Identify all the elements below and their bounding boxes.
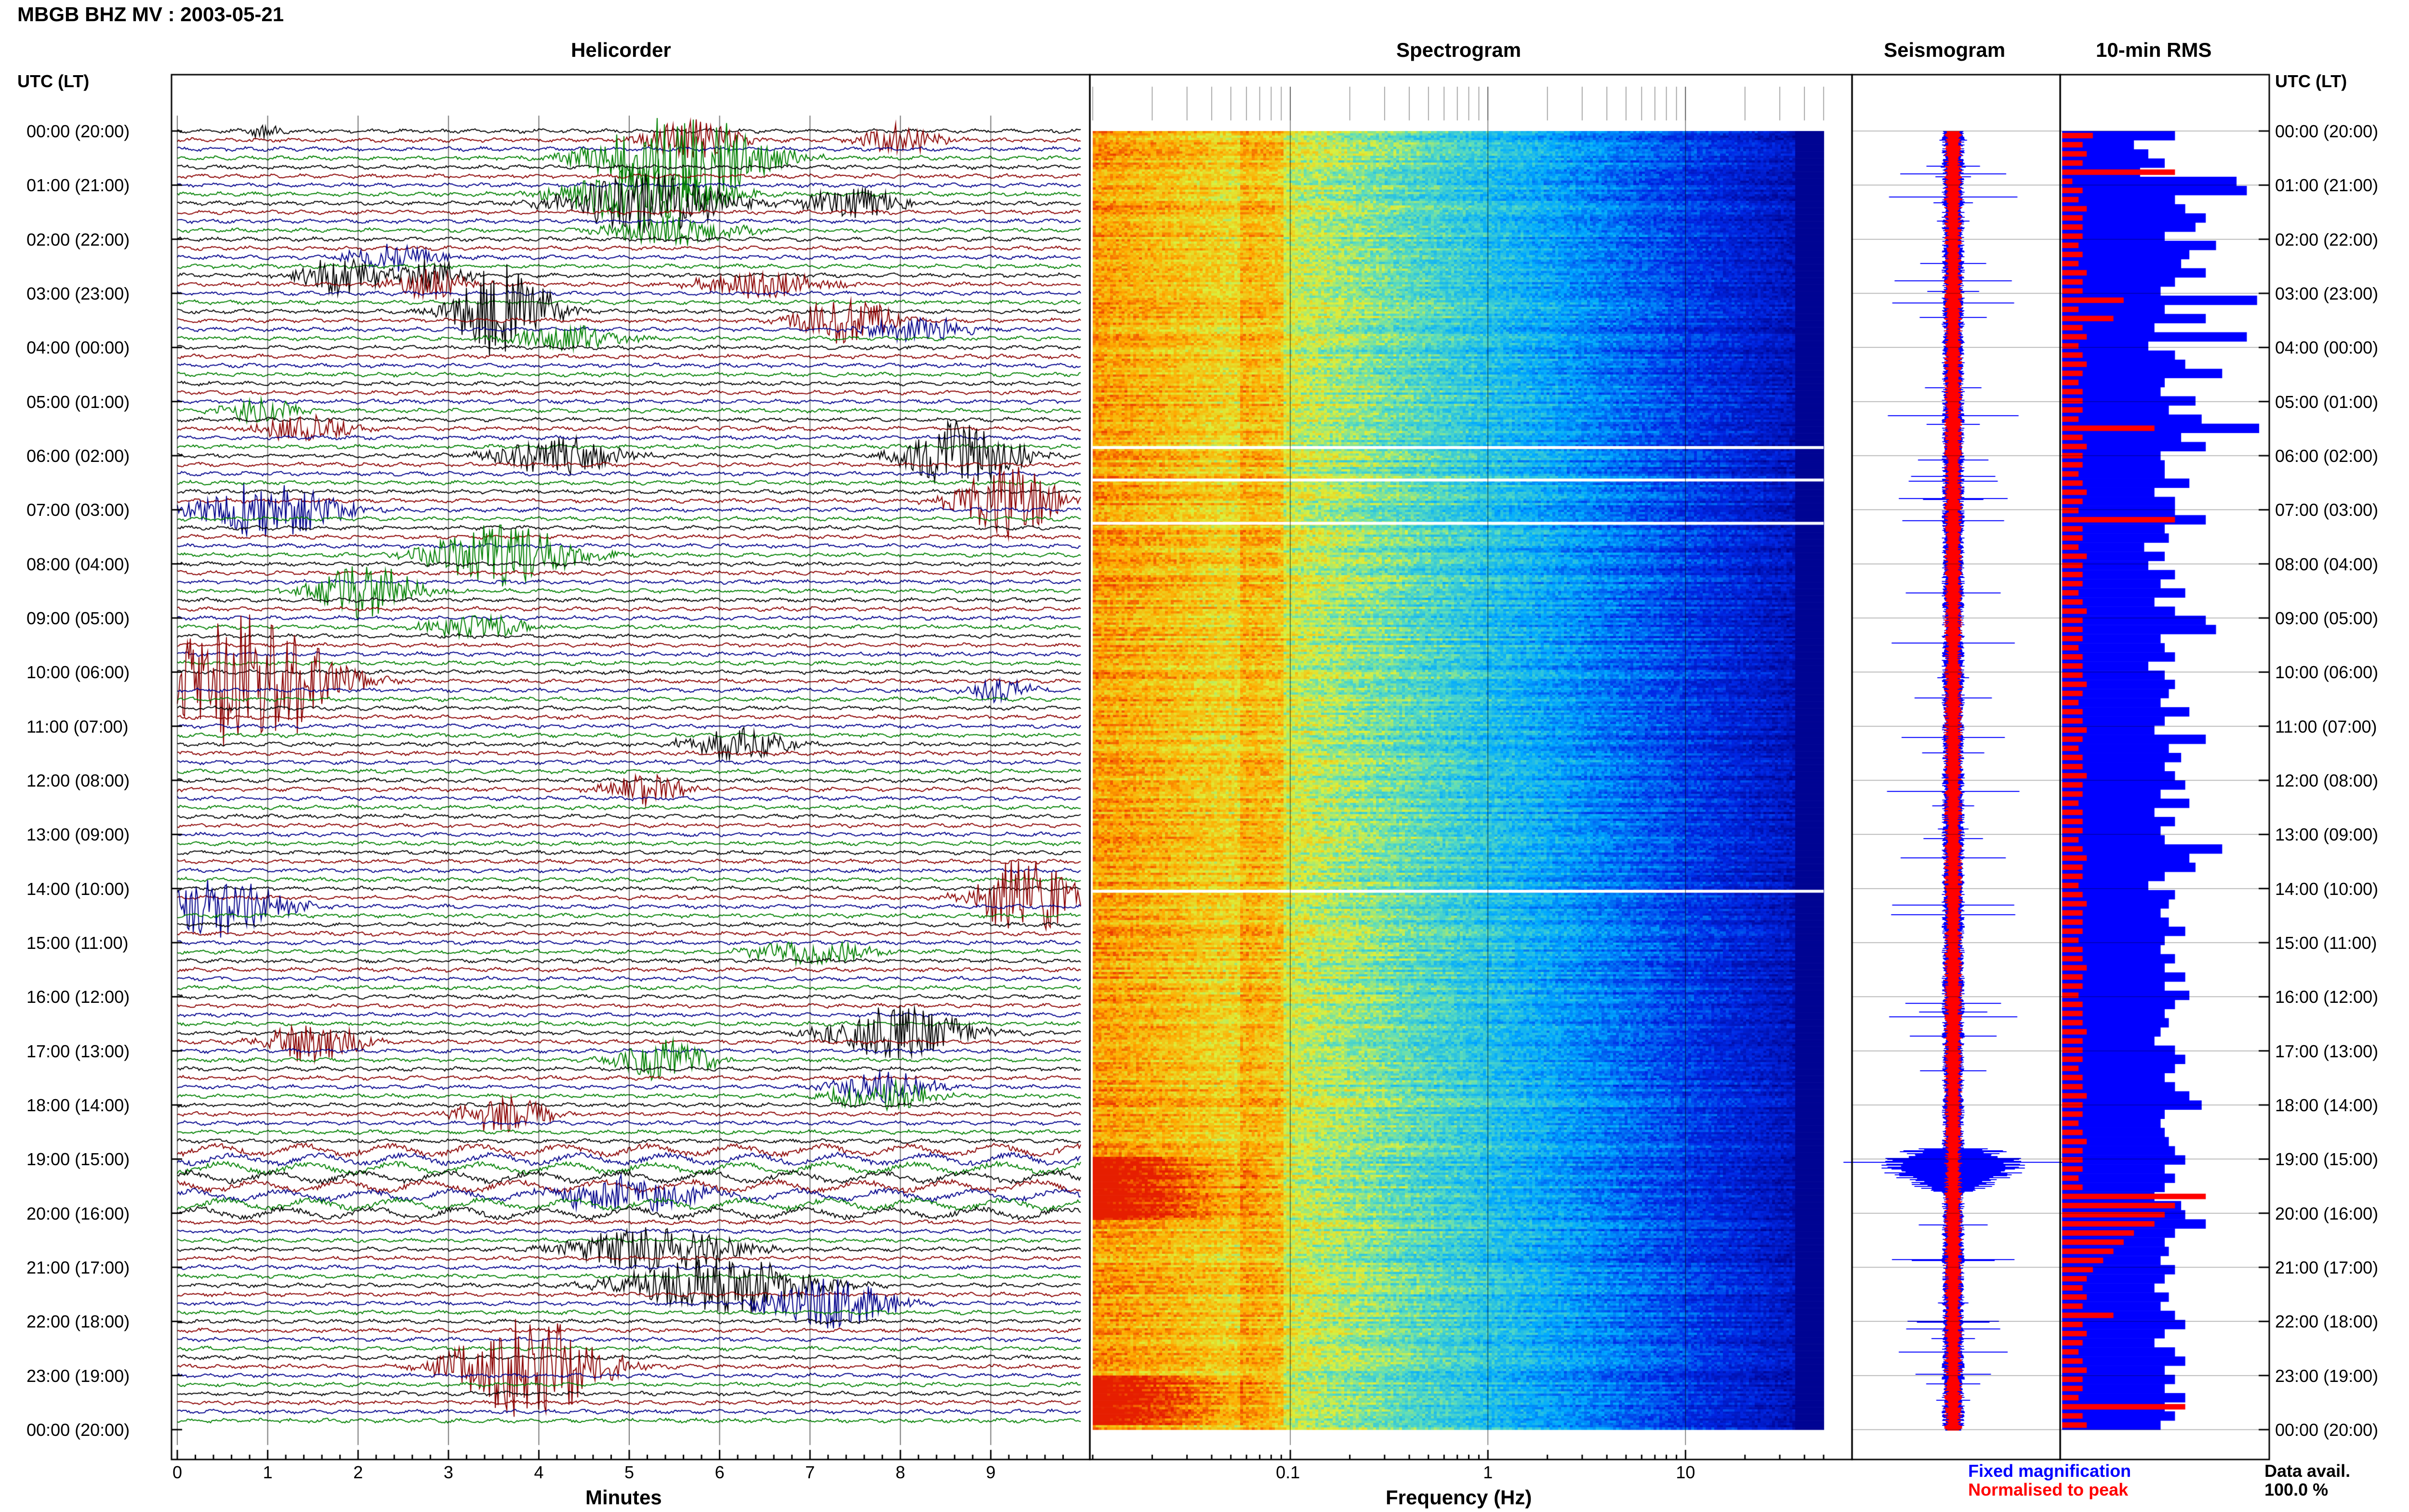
hour-label-left: 13:00 (09:00) xyxy=(26,825,130,845)
hour-label-right: 01:00 (21:00) xyxy=(2275,175,2379,196)
hour-label-left: 14:00 (10:00) xyxy=(26,879,130,899)
hour-label-left: 22:00 (18:00) xyxy=(26,1312,130,1332)
minute-tick-label: 1 xyxy=(263,1462,273,1482)
hour-label-right: 17:00 (13:00) xyxy=(2275,1041,2379,1061)
station-title: MBGB BHZ MV : 2003-05-21 xyxy=(17,3,284,26)
hour-label-right: 00:00 (20:00) xyxy=(2275,1420,2379,1440)
hour-label-left: 09:00 (05:00) xyxy=(26,608,130,628)
rms-title: 10-min RMS xyxy=(2096,39,2212,61)
frequency-axis-label: Frequency (Hz) xyxy=(1386,1486,1532,1509)
hour-label-left: 12:00 (08:00) xyxy=(26,771,130,790)
utc-header-left: UTC (LT) xyxy=(17,71,90,91)
minutes-axis-label: Minutes xyxy=(585,1486,662,1509)
hour-label-right: 10:00 (06:00) xyxy=(2275,662,2379,683)
hour-label-left: 10:00 (06:00) xyxy=(26,662,130,683)
frequency-tick-label: 0.1 xyxy=(1276,1462,1300,1482)
helicorder-title: Helicorder xyxy=(571,39,671,61)
hour-label-left: 00:00 (20:00) xyxy=(26,1420,130,1440)
hour-label-right: 03:00 (23:00) xyxy=(2275,284,2379,303)
utc-header-right: UTC (LT) xyxy=(2275,71,2347,91)
minute-tick-label: 3 xyxy=(443,1462,453,1482)
hour-label-right: 04:00 (00:00) xyxy=(2275,338,2379,358)
hour-label-right: 08:00 (04:00) xyxy=(2275,554,2379,574)
hour-label-right: 23:00 (19:00) xyxy=(2275,1366,2379,1386)
hour-label-left: 04:00 (00:00) xyxy=(26,338,130,358)
minute-tick-label: 8 xyxy=(895,1462,905,1482)
hour-label-right: 15:00 (11:00) xyxy=(2275,933,2377,953)
hour-label-left: 01:00 (21:00) xyxy=(26,175,130,196)
hour-label-right: 14:00 (10:00) xyxy=(2275,879,2379,899)
hour-label-right: 02:00 (22:00) xyxy=(2275,229,2379,250)
minute-tick-label: 4 xyxy=(534,1462,544,1482)
hour-label-right: 00:00 (20:00) xyxy=(2275,121,2379,141)
minute-tick-label: 6 xyxy=(715,1462,725,1482)
minute-tick-label: 7 xyxy=(805,1462,815,1482)
hour-label-right: 19:00 (15:00) xyxy=(2275,1149,2379,1170)
hour-label-left: 00:00 (20:00) xyxy=(26,121,130,141)
minute-tick-label: 5 xyxy=(624,1462,635,1482)
frequency-tick-label: 1 xyxy=(1483,1462,1493,1482)
data-avail-value: 100.0 % xyxy=(2264,1480,2329,1499)
data-avail-label: Data avail. xyxy=(2264,1461,2351,1481)
minute-tick-label: 9 xyxy=(986,1462,996,1482)
frequency-tick-label: 10 xyxy=(1676,1462,1695,1482)
hour-label-left: 06:00 (02:00) xyxy=(26,446,130,466)
hour-label-right: 05:00 (01:00) xyxy=(2275,392,2379,412)
hour-label-left: 08:00 (04:00) xyxy=(26,554,130,574)
hour-label-right: 07:00 (03:00) xyxy=(2275,500,2379,520)
hour-label-right: 22:00 (18:00) xyxy=(2275,1312,2379,1332)
minute-tick-label: 0 xyxy=(172,1462,183,1482)
seismogram-title: Seismogram xyxy=(1884,39,2006,61)
hour-label-left: 20:00 (16:00) xyxy=(26,1203,130,1223)
hour-label-right: 11:00 (07:00) xyxy=(2275,716,2377,736)
hour-label-left: 17:00 (13:00) xyxy=(26,1041,130,1061)
hour-label-left: 16:00 (12:00) xyxy=(26,987,130,1007)
hour-label-left: 15:00 (11:00) xyxy=(26,933,129,953)
hour-label-right: 13:00 (09:00) xyxy=(2275,825,2379,845)
hour-label-left: 03:00 (23:00) xyxy=(26,284,130,303)
minute-tick-label: 2 xyxy=(353,1462,363,1482)
hour-label-left: 05:00 (01:00) xyxy=(26,392,130,412)
hour-label-right: 20:00 (16:00) xyxy=(2275,1203,2379,1223)
hour-label-left: 07:00 (03:00) xyxy=(26,500,130,520)
hour-label-right: 18:00 (14:00) xyxy=(2275,1095,2379,1115)
spectrogram-title: Spectrogram xyxy=(1396,39,1522,61)
hour-label-left: 21:00 (17:00) xyxy=(26,1258,130,1277)
hour-label-left: 19:00 (15:00) xyxy=(26,1149,130,1170)
hour-label-right: 06:00 (02:00) xyxy=(2275,446,2379,466)
hour-label-left: 18:00 (14:00) xyxy=(26,1095,130,1115)
hour-label-right: 21:00 (17:00) xyxy=(2275,1258,2379,1277)
hour-label-left: 02:00 (22:00) xyxy=(26,229,130,250)
hour-label-left: 23:00 (19:00) xyxy=(26,1366,130,1386)
legend-normalised-to-peak: Normalised to peak xyxy=(1968,1480,2129,1499)
hour-label-left: 11:00 (07:00) xyxy=(26,716,129,736)
legend-fixed-magnification: Fixed magnification xyxy=(1968,1461,2131,1481)
hour-label-right: 09:00 (05:00) xyxy=(2275,608,2379,628)
hour-label-right: 16:00 (12:00) xyxy=(2275,987,2379,1007)
hour-label-right: 12:00 (08:00) xyxy=(2275,771,2379,790)
